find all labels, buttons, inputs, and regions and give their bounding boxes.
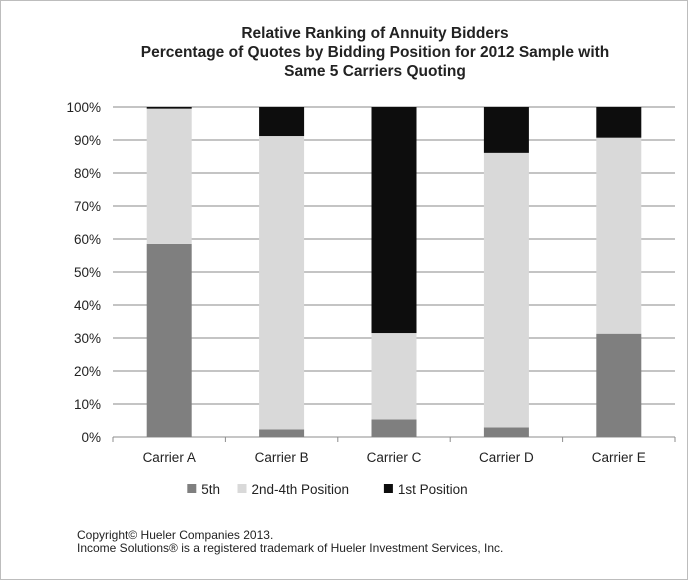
legend-label: 2nd-4th Position (252, 482, 350, 497)
y-tick-label: 0% (81, 430, 101, 445)
y-tick-label: 70% (74, 199, 101, 214)
y-tick-label: 40% (74, 298, 101, 313)
bar-segment (371, 419, 417, 437)
legend-swatch (237, 484, 247, 493)
chart-title-line-3: Same 5 Carriers Quoting (284, 63, 466, 80)
legend: 5th 2nd-4th Position 1st Position (187, 482, 468, 497)
trademark-line: Income Solutions® is a registered tradem… (77, 541, 504, 555)
copyright-notice: Copyright© Hueler Companies 2013. Income… (77, 529, 503, 555)
legend-swatch (383, 484, 393, 493)
copyright-line: Copyright© Hueler Companies 2013. (77, 528, 274, 542)
bar-segment (483, 107, 529, 153)
x-tick-label: Carrier E (592, 450, 646, 465)
y-tick-label: 20% (74, 364, 101, 379)
bar-segment (146, 108, 192, 244)
legend-swatch (187, 484, 197, 493)
x-axis-ticks: Carrier A Carrier B Carrier C Carrier D Carr… (112, 437, 676, 465)
chart-title-line-1: Relative Ranking of Annuity Bidders (241, 25, 508, 42)
bar-segment (483, 152, 529, 428)
chart-title-line-2: Percentage of Quotes by Bidding Position… (141, 44, 610, 61)
legend-label: 5th (201, 482, 220, 497)
bar-segment (371, 333, 417, 420)
bar-segment (371, 107, 417, 334)
y-tick-label: 30% (74, 331, 101, 346)
y-tick-label: 90% (74, 133, 101, 148)
x-tick-label: Carrier D (479, 450, 534, 465)
y-tick-label: 80% (74, 166, 101, 181)
chart-title: Relative Ranking of Annuity Bidders Perc… (141, 25, 610, 80)
bar-segment (483, 427, 529, 437)
y-tick-label: 60% (74, 232, 101, 247)
y-tick-label: 50% (74, 265, 101, 280)
bar-segment (596, 333, 642, 437)
y-tick-label: 10% (74, 397, 101, 412)
bar-segment (146, 243, 192, 437)
x-tick-label: Carrier B (255, 450, 309, 465)
bar-segment (596, 137, 642, 334)
x-tick-label: Carrier A (143, 450, 196, 465)
bar-segment (146, 107, 192, 109)
bar-segment (596, 107, 642, 138)
bars (146, 107, 642, 437)
bar-segment (259, 429, 305, 437)
y-axis-ticks: 0% 10% 20% 30% 40% 50% 60% 70% 80% 90% 100% (66, 100, 101, 445)
x-tick-label: Carrier C (367, 450, 422, 465)
bar-segment (259, 107, 305, 137)
bar-segment (259, 136, 305, 430)
legend-label: 1st Position (398, 482, 468, 497)
y-tick-label: 100% (66, 100, 101, 115)
